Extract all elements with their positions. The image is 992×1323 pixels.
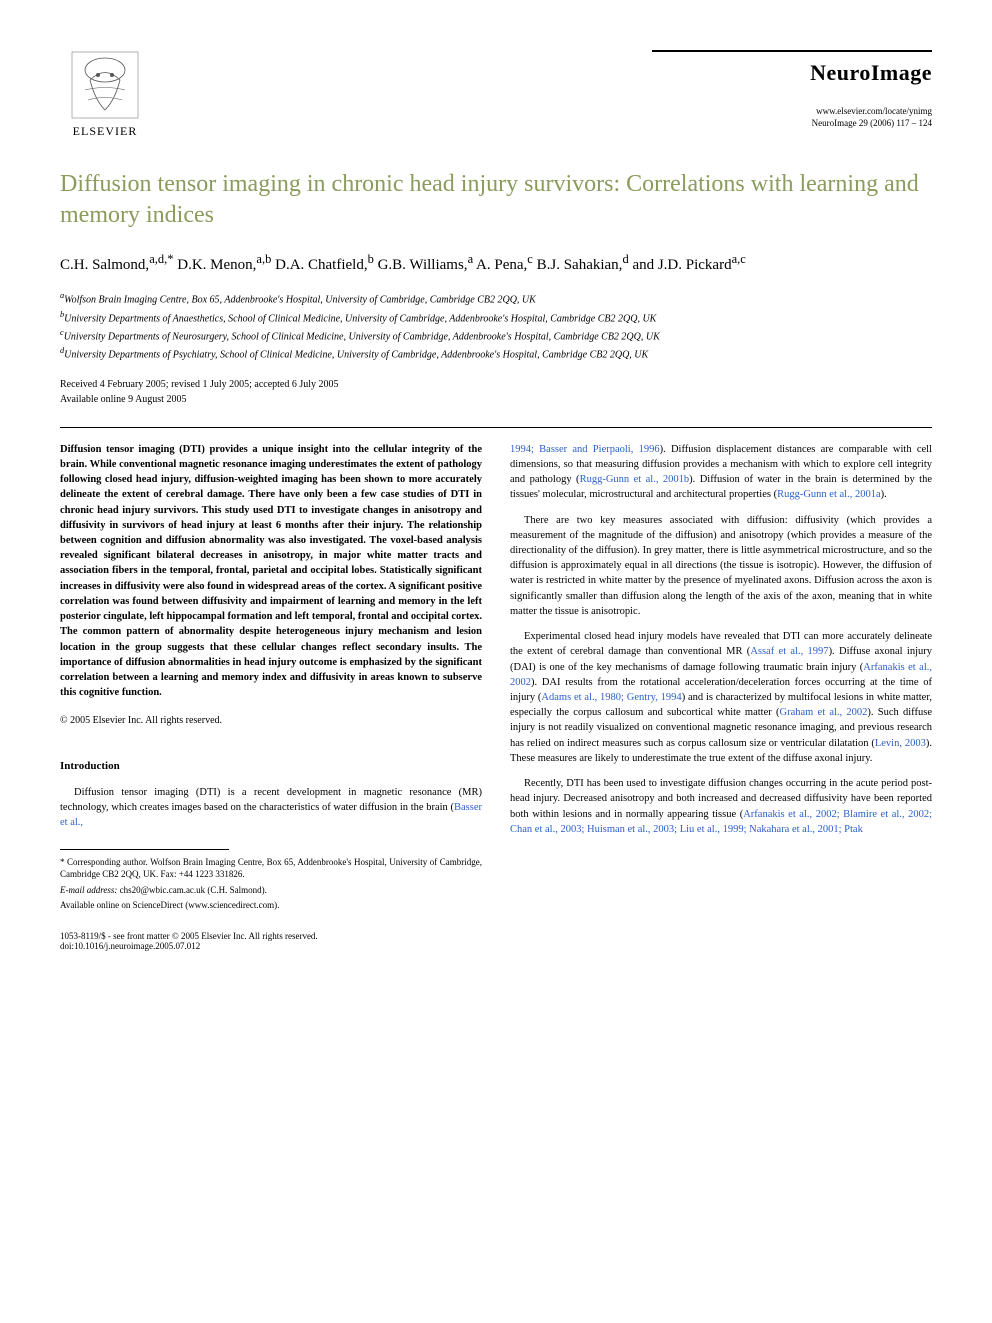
col2-para-1: 1994; Basser and Pierpaoli, 1996). Diffu… (510, 442, 932, 503)
footer-left: 1053-8119/$ - see front matter © 2005 El… (60, 931, 318, 951)
available-date: Available online 9 August 2005 (60, 392, 932, 407)
col2-para-4: Recently, DTI has been used to investiga… (510, 776, 932, 837)
elsevier-logo-icon (70, 50, 140, 120)
page-header: ELSEVIER NeuroImage www.elsevier.com/loc… (60, 50, 932, 139)
col2-para-2: There are two key measures associated wi… (510, 513, 932, 620)
footnote-divider (60, 849, 229, 850)
affiliation-b: bUniversity Departments of Anaesthetics,… (60, 309, 932, 326)
availability-note: Available online on ScienceDirect (www.s… (60, 899, 482, 912)
citation-link[interactable]: Rugg-Gunn et al., 2001b (580, 474, 690, 485)
citation-link[interactable]: Assaf et al., 1997 (750, 646, 828, 657)
affiliation-d: dUniversity Departments of Psychiatry, S… (60, 345, 932, 362)
journal-block: NeuroImage www.elsevier.com/locate/ynimg… (652, 50, 932, 128)
divider (60, 427, 932, 428)
publisher-name: ELSEVIER (73, 124, 138, 139)
footnotes: * Corresponding author. Wolfson Brain Im… (60, 856, 482, 912)
authors-list: C.H. Salmond,a,d,* D.K. Menon,a,b D.A. C… (60, 251, 932, 276)
journal-citation: NeuroImage 29 (2006) 117 – 124 (652, 118, 932, 128)
affiliation-c: cUniversity Departments of Neurosurgery,… (60, 327, 932, 344)
citation-link[interactable]: Levin, 2003 (875, 738, 926, 749)
corresponding-author-note: * Corresponding author. Wolfson Brain Im… (60, 856, 482, 881)
email-note: E-mail address: chs20@wbic.cam.ac.uk (C.… (60, 884, 482, 897)
left-column: Diffusion tensor imaging (DTI) provides … (60, 442, 482, 915)
front-matter-note: 1053-8119/$ - see front matter © 2005 El… (60, 931, 318, 941)
abstract-text: Diffusion tensor imaging (DTI) provides … (60, 442, 482, 701)
citation-link[interactable]: Rugg-Gunn et al., 2001a (777, 489, 881, 500)
received-date: Received 4 February 2005; revised 1 July… (60, 377, 932, 392)
citation-link[interactable]: 1994; Basser and Pierpaoli, 1996 (510, 444, 660, 455)
article-dates: Received 4 February 2005; revised 1 July… (60, 377, 932, 407)
citation-link[interactable]: Adams et al., 1980; Gentry, 1994 (541, 692, 681, 703)
two-column-body: Diffusion tensor imaging (DTI) provides … (60, 442, 932, 915)
affiliations: aWolfson Brain Imaging Centre, Box 65, A… (60, 290, 932, 362)
doi: doi:10.1016/j.neuroimage.2005.07.012 (60, 941, 318, 951)
intro-heading: Introduction (60, 759, 482, 775)
page-footer: 1053-8119/$ - see front matter © 2005 El… (60, 931, 932, 951)
col2-para-3: Experimental closed head injury models h… (510, 629, 932, 766)
publisher-block: ELSEVIER (60, 50, 150, 139)
right-column: 1994; Basser and Pierpaoli, 1996). Diffu… (510, 442, 932, 915)
intro-para-1: Diffusion tensor imaging (DTI) is a rece… (60, 785, 482, 831)
journal-url: www.elsevier.com/locate/ynimg (652, 106, 932, 116)
abstract-copyright: © 2005 Elsevier Inc. All rights reserved… (60, 714, 482, 729)
journal-name: NeuroImage (652, 60, 932, 86)
article-title: Diffusion tensor imaging in chronic head… (60, 169, 932, 231)
affiliation-a: aWolfson Brain Imaging Centre, Box 65, A… (60, 290, 932, 307)
citation-link[interactable]: Graham et al., 2002 (779, 707, 867, 718)
